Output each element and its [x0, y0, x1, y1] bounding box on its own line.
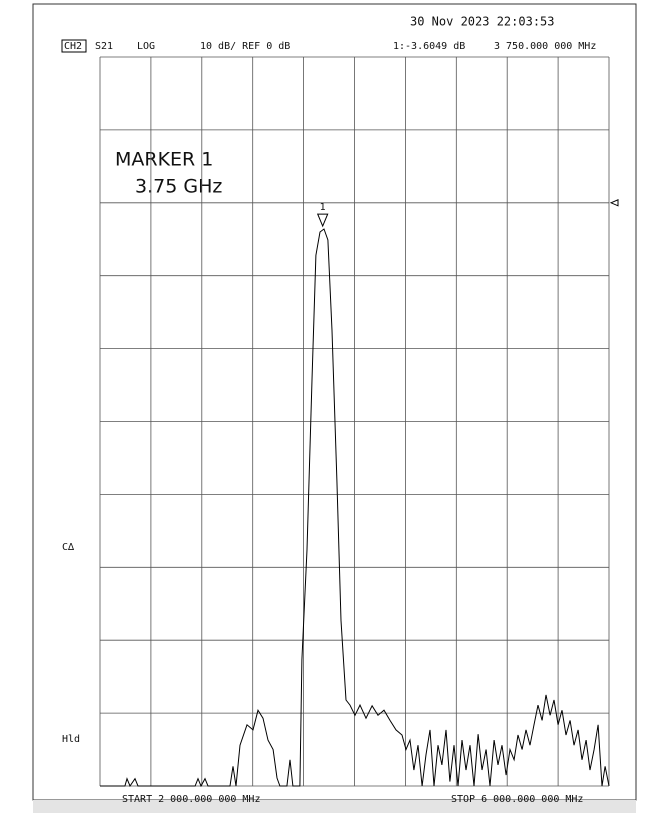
start-label: START 2 000.000 000 MHz — [122, 794, 260, 805]
channel-box — [61, 39, 87, 53]
channel: CH2 — [64, 41, 82, 52]
stop-label: STOP 6 000.000 000 MHz — [451, 794, 583, 805]
parameter: S21 — [95, 41, 113, 52]
scale: 10 dB/ REF 0 dB — [200, 41, 290, 52]
ref-arrow — [609, 199, 619, 207]
marker-label: 1 — [320, 202, 326, 213]
format: LOG — [137, 41, 155, 52]
datetime: 30 Nov 2023 22:03:53 — [410, 15, 555, 29]
marker-freq-big: 3.75 GHz — [135, 176, 222, 198]
marker-title: MARKER 1 — [115, 149, 213, 171]
status-strip — [33, 800, 636, 813]
marker-freq: 3 750.000 000 MHz — [494, 41, 596, 52]
trace — [100, 228, 610, 788]
marker — [316, 213, 329, 228]
marker-value: 1:-3.6049 dB — [393, 41, 465, 52]
side-label: C∆ — [62, 542, 75, 553]
side-label: Hld — [62, 734, 80, 745]
